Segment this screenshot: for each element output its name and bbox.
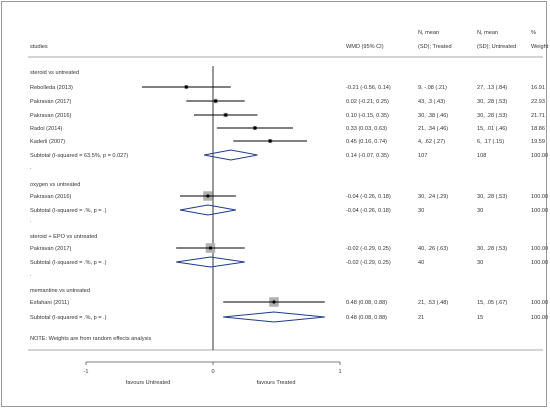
study-treated: 43, .3 (.43) (418, 99, 445, 105)
subtotal-weight: 100.00 (531, 208, 548, 214)
header-untreated-line2: (SD); Untreated (477, 44, 516, 50)
point-estimate (268, 139, 272, 143)
study-untreated: 15, .05 (.67) (477, 300, 507, 306)
subtotal-diamond (204, 149, 258, 161)
study-treated: 9, -.08 (.21) (418, 85, 447, 91)
study-name: Kaderli (2007) (30, 139, 65, 145)
subtotal-treated: 40 (418, 260, 424, 266)
study-weight: 19.59 (531, 139, 545, 145)
subtotal-weight: 100.00 (531, 315, 548, 321)
study-treated: 40, .26 (.63) (418, 246, 448, 252)
subtotal-diamond (223, 311, 325, 323)
subtotal-wmd: -0.04 (-0.26, 0.18) (346, 208, 391, 214)
study-weight: 100.00 (531, 194, 548, 200)
study-wmd: 0.33 (0.03, 0.63) (346, 126, 387, 132)
header-treated-line2: (SD); Treated (418, 44, 452, 50)
study-untreated: 15, .01 (.46) (477, 126, 507, 132)
study-name: Radoi (2014) (30, 126, 62, 132)
x-tick-label: -1 (84, 369, 89, 375)
footnote: NOTE: Weights are from random effects an… (30, 336, 152, 342)
point-estimate (208, 246, 213, 250)
study-weight: 100.00 (531, 300, 548, 306)
study-treated: 30, .24 (.29) (418, 194, 448, 200)
study-wmd: -0.04 (-0.26, 0.18) (346, 194, 391, 200)
study-weight: 22.93 (531, 99, 545, 105)
study-weight: 18.86 (531, 126, 545, 132)
subtotal-label: Subtotal (I-squared = .%, p = .) (30, 315, 107, 321)
subtotal-label: Subtotal (I-squared = .%, p = .) (30, 208, 107, 214)
study-untreated: 27, .13 (.84) (477, 85, 507, 91)
subtotal-treated: 30 (418, 208, 424, 214)
study-name: Rebolleda (2013) (30, 85, 73, 91)
group-label: memantine vs untreated (30, 288, 90, 294)
point-estimate (253, 126, 257, 130)
study-wmd: 0.45 (0.16, 0.74) (346, 139, 387, 145)
group-label: oxygen vs untreated (30, 182, 80, 188)
subtotal-weight: 100.00 (531, 260, 548, 266)
study-weight: 21.71 (531, 113, 545, 119)
study-weight: 100.00 (531, 246, 548, 252)
subtotal-wmd: -0.02 (-0.29, 0.25) (346, 260, 391, 266)
separator-dot: . (30, 165, 32, 171)
subtotal-wmd: 0.14 (-0.07, 0.35) (346, 153, 389, 159)
group-label: steroid + EPO vs untreated (30, 234, 97, 240)
header-untreated-line1: N, mean (477, 30, 498, 36)
header-studies: studies (30, 44, 48, 50)
study-treated: 4, .62 (.27) (418, 139, 445, 145)
study-name: Pakravan (2017) (30, 99, 71, 105)
subtotal-untreated: 30 (477, 260, 483, 266)
subtotal-untreated: 15 (477, 315, 483, 321)
separator-dot: . (30, 218, 32, 224)
study-treated: 21, .53 (.48) (418, 300, 448, 306)
header-wmd: WMD (95% CI) (346, 44, 384, 50)
study-untreated: 6, .17 (.15) (477, 139, 504, 145)
subtotal-untreated: 30 (477, 208, 483, 214)
separator-dot: . (30, 272, 32, 278)
header-weight-line1: % (531, 30, 536, 36)
subtotal-diamond (179, 204, 236, 216)
point-estimate (184, 85, 188, 89)
group-label: steroid vs untreated (30, 70, 79, 76)
study-untreated: 30, .28 (.53) (477, 246, 507, 252)
subtotal-wmd: 0.48 (0.08, 0.88) (346, 315, 387, 321)
study-treated: 21, .34 (.46) (418, 126, 448, 132)
x-tick-label: 1 (338, 369, 341, 375)
x-label-left: favours Untreated (126, 380, 170, 386)
point-estimate (213, 99, 218, 103)
subtotal-label: Subtotal (I-squared = 63.5%, p = 0.027) (30, 153, 128, 159)
x-tick-label: 0 (211, 369, 214, 375)
study-weight: 16.91 (531, 85, 545, 91)
study-name: Pakravan (2016) (30, 113, 71, 119)
subtotal-weight: 100.00 (531, 153, 548, 159)
study-wmd: -0.21 (-0.56, 0.14) (346, 85, 391, 91)
subtotal-treated: 21 (418, 315, 424, 321)
study-treated: 30, .38 (.46) (418, 113, 448, 119)
subtotal-treated: 107 (418, 153, 427, 159)
study-name: Pakravan (2016) (30, 194, 71, 200)
study-untreated: 30, .28 (.53) (477, 194, 507, 200)
study-untreated: 30, .28 (.53) (477, 99, 507, 105)
subtotal-diamond (176, 256, 245, 268)
x-label-right: favours Treated (257, 380, 296, 386)
header-weight-line2: Weight (531, 44, 549, 50)
study-wmd: 0.02 (-0.21, 0.25) (346, 99, 389, 105)
point-estimate (206, 194, 210, 198)
study-untreated: 30, .28 (.53) (477, 113, 507, 119)
subtotal-untreated: 108 (477, 153, 486, 159)
point-estimate (224, 113, 228, 117)
study-wmd: 0.10 (-0.15, 0.35) (346, 113, 389, 119)
point-estimate (272, 300, 276, 304)
study-name: Pakravan (2017) (30, 246, 71, 252)
subtotal-label: Subtotal (I-squared = .%, p = .) (30, 260, 107, 266)
study-wmd: -0.02 (-0.29, 0.25) (346, 246, 391, 252)
header-treated-line1: N, mean (418, 30, 439, 36)
study-name: Esfahani (2011) (30, 300, 69, 306)
study-wmd: 0.48 (0.08, 0.88) (346, 300, 387, 306)
